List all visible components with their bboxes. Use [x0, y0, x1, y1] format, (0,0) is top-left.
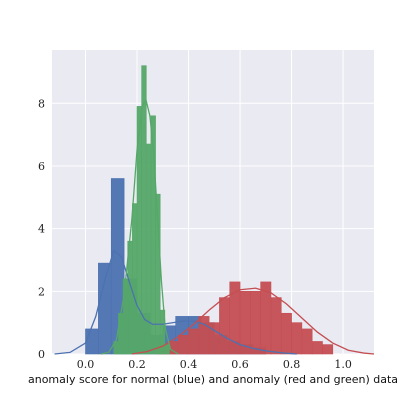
bar-group-1 [157, 281, 334, 355]
x-tick-label: 0.0 [77, 358, 95, 371]
x-axis-label: anomaly score for normal (blue) and anom… [28, 373, 398, 386]
x-tick-labels: 0.0 0.2 0.4 0.6 0.8 1.0 [77, 358, 352, 371]
histogram-bar [219, 297, 231, 355]
kde-curves [54, 98, 375, 355]
histogram-bar [301, 328, 313, 355]
bar-group-2 [113, 65, 170, 355]
histogram-bar [98, 262, 112, 355]
histogram-bar [311, 341, 323, 355]
histogram-bar [164, 344, 170, 355]
histogram-bar [118, 312, 124, 355]
y-tick-label: 4 [38, 223, 45, 236]
histogram-bar [132, 203, 138, 355]
y-tick-label: 0 [38, 348, 45, 361]
x-tick-label: 0.8 [283, 358, 301, 371]
histogram-bar [322, 344, 334, 355]
y-tick-label: 2 [38, 285, 45, 298]
x-tick-label: 1.0 [334, 358, 352, 371]
kde-curve-1 [131, 287, 375, 355]
x-tick-label: 0.6 [231, 358, 249, 371]
histogram-bar [188, 328, 200, 355]
kde-curve-0 [54, 249, 297, 355]
histogram-bar [159, 309, 166, 355]
histogram-bar [291, 322, 303, 355]
y-tick-labels: 0 2 4 6 8 [38, 97, 45, 361]
histogram-bar [250, 291, 261, 355]
histogram-bar [122, 278, 129, 355]
histogram-bars [85, 65, 334, 355]
histogram-bar [198, 316, 210, 355]
histogram-bar [177, 334, 189, 355]
y-tick-label: 6 [38, 160, 45, 173]
histogram-bar [85, 328, 99, 355]
kde-curve-2 [100, 98, 179, 355]
histogram-bar [280, 312, 292, 355]
y-tick-label: 8 [38, 97, 45, 110]
x-tick-label: 0.2 [128, 358, 146, 371]
histogram-bar [208, 322, 220, 355]
histogram-bar [270, 297, 282, 355]
histogram-bar [155, 193, 161, 355]
x-tick-label: 0.4 [180, 358, 198, 371]
